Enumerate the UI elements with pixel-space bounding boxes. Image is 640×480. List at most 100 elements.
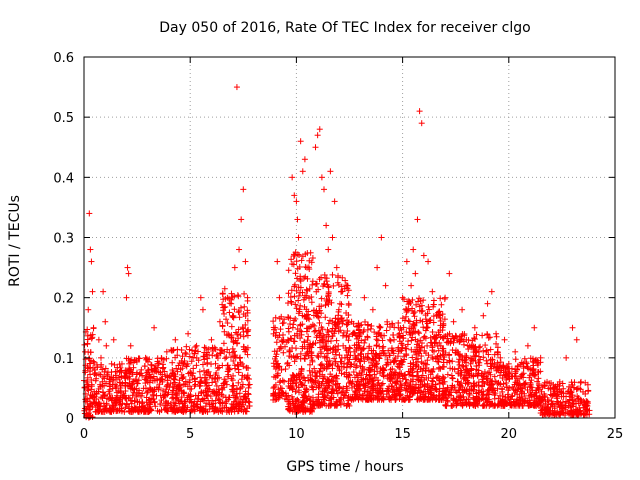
data-point (226, 366, 233, 373)
data-point (484, 300, 491, 307)
data-point (159, 387, 166, 394)
y-tick-label: 0.4 (53, 171, 74, 186)
data-point (235, 369, 242, 376)
data-point (198, 388, 205, 395)
data-point (408, 282, 415, 289)
data-point (204, 360, 211, 367)
data-point (92, 400, 99, 407)
data-point (412, 270, 419, 277)
y-tick-labels: 0 0.1 0.2 0.3 0.4 0.5 0.6 (53, 51, 74, 427)
data-point (199, 306, 206, 313)
data-point (228, 334, 235, 341)
data-point (197, 398, 204, 405)
data-point (235, 379, 242, 386)
data-point (123, 355, 130, 362)
data-point (147, 399, 154, 406)
data-point (157, 369, 164, 376)
data-point (226, 309, 233, 316)
data-point (244, 317, 251, 324)
data-point (485, 334, 492, 341)
data-point (174, 346, 181, 353)
data-point (484, 330, 491, 337)
data-point (183, 343, 190, 350)
data-point (273, 329, 280, 336)
data-point (297, 278, 304, 285)
data-point (183, 351, 190, 358)
data-point (169, 359, 176, 366)
data-point (212, 346, 219, 353)
data-point (133, 393, 140, 400)
data-point (222, 355, 229, 362)
data-point (216, 374, 223, 381)
data-point (228, 408, 235, 415)
data-point (244, 307, 251, 314)
x-tick-labels: 0 5 10 15 20 25 (80, 427, 623, 442)
data-point (296, 252, 303, 259)
data-point (216, 318, 223, 325)
data-point (148, 366, 155, 373)
data-point (407, 360, 414, 367)
data-point (173, 365, 180, 372)
data-point (280, 349, 287, 356)
data-point (292, 315, 299, 322)
data-point (238, 216, 245, 223)
data-point (217, 350, 224, 357)
data-point (103, 342, 110, 349)
data-point (167, 380, 174, 387)
data-marks (81, 84, 593, 421)
data-point (97, 354, 104, 361)
data-point (96, 371, 103, 378)
x-axis-title: GPS time / hours (286, 459, 403, 475)
data-point (236, 246, 243, 253)
data-point (309, 255, 316, 262)
data-point (374, 264, 381, 271)
data-point (171, 376, 178, 383)
data-point (291, 293, 298, 300)
data-point (219, 386, 226, 393)
data-point (531, 324, 538, 331)
data-point (99, 378, 106, 385)
data-point (201, 344, 208, 351)
data-point (230, 392, 237, 399)
data-point (214, 375, 221, 382)
data-point (219, 392, 226, 399)
data-point (142, 376, 149, 383)
x-tick-label: 10 (288, 427, 305, 442)
data-point (203, 369, 210, 376)
data-point (161, 391, 168, 398)
data-point (118, 374, 125, 381)
y-axis-title: ROTI / TECUs (7, 195, 23, 287)
data-point (279, 389, 286, 396)
data-point (236, 314, 243, 321)
data-point (245, 390, 252, 397)
data-point (216, 396, 223, 403)
data-point (244, 332, 251, 339)
data-point (128, 406, 135, 413)
data-point (122, 387, 129, 394)
data-point (85, 306, 92, 313)
data-point (234, 393, 241, 400)
data-point (168, 347, 175, 354)
data-point (139, 372, 146, 379)
data-point (191, 350, 198, 357)
data-point (183, 363, 190, 370)
data-point (232, 365, 239, 372)
data-point (209, 397, 216, 404)
data-point (206, 406, 213, 413)
data-point (113, 368, 120, 375)
data-point (118, 367, 125, 374)
data-point (305, 333, 312, 340)
data-point (307, 249, 314, 256)
data-point (132, 404, 139, 411)
data-point (329, 271, 336, 278)
data-point (569, 324, 576, 331)
data-point (299, 168, 306, 175)
data-point (361, 294, 368, 301)
data-point (285, 290, 292, 297)
data-point (223, 316, 230, 323)
data-point (129, 392, 136, 399)
data-point (128, 400, 135, 407)
data-point (416, 108, 423, 115)
data-point (298, 257, 305, 264)
y-tick-label: 0.3 (53, 232, 74, 247)
